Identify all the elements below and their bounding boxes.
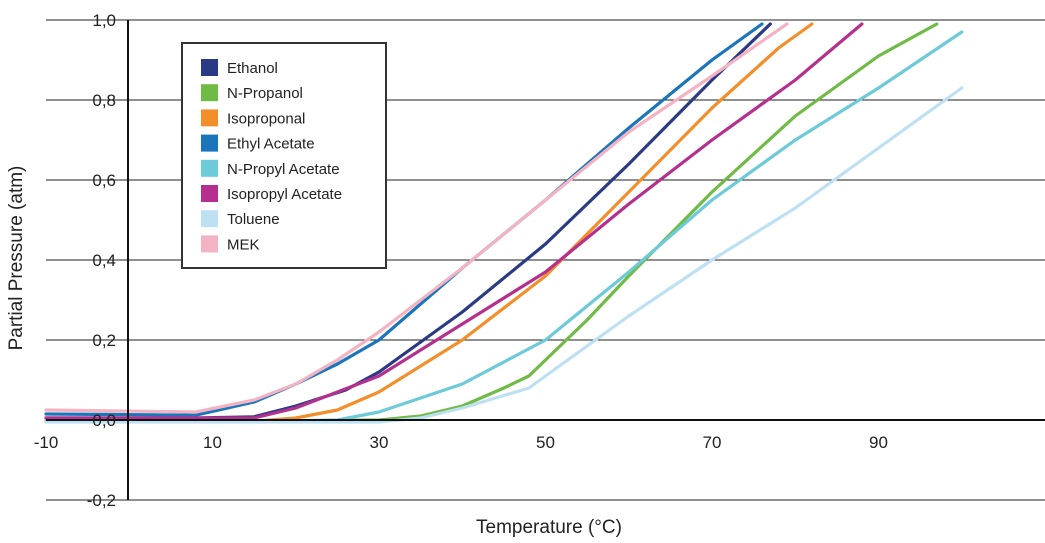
y-tick-label: 0,6 [92,171,116,190]
legend-swatch [201,134,218,152]
series-line-isoproponal [44,22,814,423]
y-tick-label: 0,8 [92,91,116,110]
legend-swatch [201,109,218,127]
legend-item: Isopropyl Acetate [201,185,342,203]
series-line-ethyl-acetate [44,22,764,417]
legend-label: N-Propyl Acetate [227,161,340,178]
x-tick-label: 90 [869,433,888,452]
legend-swatch [201,185,218,202]
x-tick-label: 70 [703,433,722,452]
y-tick-label: -0,2 [87,491,116,510]
legend-item: Toluene [201,210,280,228]
legend-swatch [201,84,218,102]
legend-label: Isoproponal [227,110,305,127]
x-tick-label: 10 [203,433,222,452]
x-tick-label: 50 [536,433,555,452]
legend: Ethanol N-Propanol Isoproponal Ethyl Acetat… [181,42,387,269]
legend-label: MEK [227,236,260,253]
legend-label: N-Propanol [227,85,303,102]
legend-label: Ethanol [227,60,278,77]
legend-label: Isopropyl Acetate [227,186,342,203]
x-axis-title: Temperature (°C) [476,517,622,538]
y-tick-label: 0,0 [92,411,116,430]
legend-swatch [201,235,218,253]
legend-item: N-Propyl Acetate [201,159,340,178]
legend-item: MEK [201,235,260,253]
tick-labels: 1,0 0,8 0,6 0,4 0,2 0,0 -0,2 -10 10 30 50 70 90 [34,11,888,510]
legend-item: N-Propanol [201,84,303,102]
series-line-mek [44,22,789,414]
legend-swatch [201,59,218,76]
series-line-n-propanol [44,22,939,423]
legend-item: Ethanol [201,59,278,77]
y-tick-label: 0,2 [92,331,116,350]
axes [46,20,1045,500]
series-line-isopropyl-acetate [44,22,864,420]
legend-item: Isoproponal [201,109,305,127]
y-axis-title: Partial Pressure (atm) [6,166,27,351]
x-tick-label: 30 [370,433,389,452]
y-tick-label: 1,0 [92,11,116,30]
legend-swatch [201,159,218,177]
legend-label: Ethyl Acetate [227,136,315,153]
legend-box [181,42,387,269]
x-tick-label: -10 [34,433,59,452]
y-tick-label: 0,4 [92,251,116,270]
legend-item: Ethyl Acetate [201,134,315,153]
legend-label: Toluene [227,211,280,228]
legend-swatch [201,210,218,228]
